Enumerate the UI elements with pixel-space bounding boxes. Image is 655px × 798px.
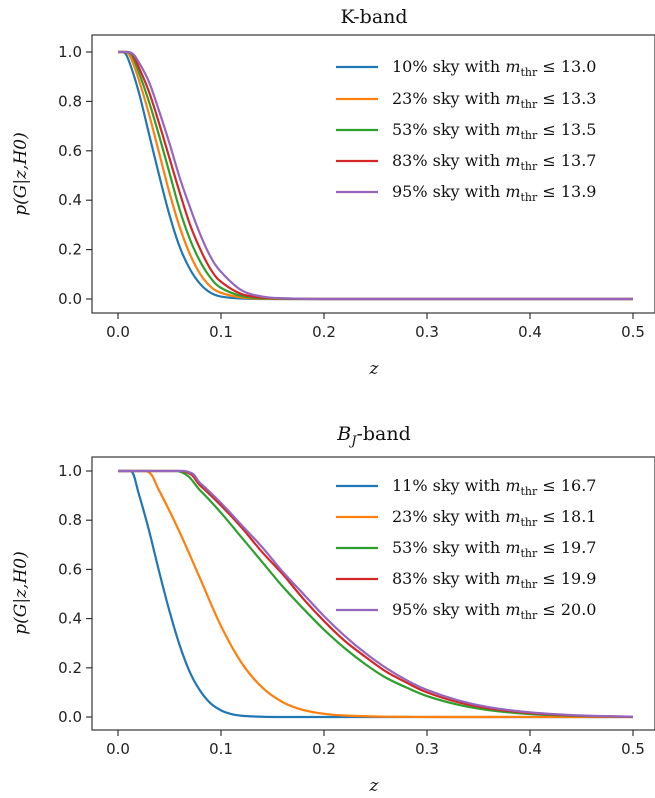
legend-label: 11% sky with mthr ≤ 16.7 (392, 476, 596, 498)
legend-entry: 83% sky with mthr ≤ 19.9 (336, 569, 596, 591)
series-line (118, 469, 633, 719)
legend: 10% sky with mthr ≤ 13.0 23% sky with mt… (336, 57, 596, 204)
series-lines (118, 469, 634, 719)
series-line (117, 50, 633, 301)
y-tick-label: 1.0 (58, 43, 82, 61)
x-tick-label: 0.5 (621, 323, 645, 341)
y-tick-label: 0.0 (58, 708, 82, 726)
x-tick-label: 0.2 (312, 323, 336, 341)
x-axis-label: z (369, 776, 380, 796)
x-axis-label: z (369, 359, 380, 379)
legend-entry: 83% sky with mthr ≤ 13.7 (336, 151, 596, 173)
x-tick-label: 0.3 (415, 323, 439, 341)
x-tick-label: 0.5 (621, 740, 645, 758)
y-tick-labels: 0.0 0.2 0.4 0.6 0.8 1.0 (58, 43, 82, 308)
x-tick-label: 0.2 (312, 740, 336, 758)
series-line (118, 469, 633, 719)
y-tick-label: 0.8 (58, 92, 82, 110)
y-tick-label: 0.2 (58, 241, 82, 259)
panel-title: BJ-band (336, 423, 411, 449)
tick-marks (86, 470, 634, 736)
series-line (118, 469, 634, 718)
series-lines (117, 50, 633, 301)
legend-label: 83% sky with mthr ≤ 19.9 (392, 569, 596, 591)
legend-label: 83% sky with mthr ≤ 13.7 (392, 151, 596, 173)
y-tick-labels: 0.0 0.2 0.4 0.6 0.8 1.0 (58, 462, 82, 726)
x-tick-label: 0.0 (106, 323, 130, 341)
y-tick-label: 0.6 (58, 560, 82, 578)
x-tick-labels: 0.0 0.1 0.2 0.3 0.4 0.5 (106, 740, 645, 758)
panel-title: K-band (340, 6, 407, 28)
legend-label: 10% sky with mthr ≤ 13.0 (392, 57, 596, 79)
y-tick-label: 0.2 (58, 659, 82, 677)
plot-frame (91, 34, 655, 314)
panel-bj-band: BJ-band 0.0 0.1 0.2 0.3 0.4 0.5 0.0 0.2 … (11, 423, 655, 796)
legend-label: 53% sky with mthr ≤ 13.5 (392, 120, 596, 142)
series-line (118, 469, 634, 718)
y-tick-label: 0.6 (58, 142, 82, 160)
x-tick-label: 0.1 (209, 323, 233, 341)
panel-k-band: K-band 0.0 0.1 0.2 0.3 0.4 0.5 0.0 0.2 0… (11, 6, 655, 379)
legend-entry: 95% sky with mthr ≤ 20.0 (336, 600, 596, 622)
legend-label: 23% sky with mthr ≤ 18.1 (392, 507, 596, 529)
legend-entry: 53% sky with mthr ≤ 19.7 (336, 538, 596, 560)
legend-entry: 23% sky with mthr ≤ 18.1 (336, 507, 596, 529)
y-tick-label: 1.0 (58, 462, 82, 480)
x-tick-label: 0.4 (518, 740, 542, 758)
tick-marks (86, 51, 634, 319)
legend-entry: 10% sky with mthr ≤ 13.0 (336, 57, 596, 79)
x-tick-label: 0.1 (209, 740, 233, 758)
x-tick-labels: 0.0 0.1 0.2 0.3 0.4 0.5 (106, 323, 645, 341)
legend-entry: 11% sky with mthr ≤ 16.7 (336, 476, 596, 498)
x-tick-label: 0.0 (106, 740, 130, 758)
legend-entry: 95% sky with mthr ≤ 13.9 (336, 182, 596, 204)
legend: 11% sky with mthr ≤ 16.7 23% sky with mt… (336, 476, 596, 622)
legend-label: 95% sky with mthr ≤ 20.0 (392, 600, 596, 622)
y-axis-label: p(G|z,H0) (11, 132, 31, 215)
y-tick-label: 0.4 (58, 610, 82, 628)
legend-label: 53% sky with mthr ≤ 19.7 (392, 538, 596, 560)
legend-entry: 53% sky with mthr ≤ 13.5 (336, 120, 596, 142)
y-tick-label: 0.4 (58, 191, 82, 209)
legend-entry: 23% sky with mthr ≤ 13.3 (336, 89, 596, 111)
y-tick-label: 0.0 (58, 290, 82, 308)
legend-label: 23% sky with mthr ≤ 13.3 (392, 89, 596, 111)
x-tick-label: 0.3 (415, 740, 439, 758)
y-axis-label: p(G|z,H0) (11, 551, 31, 634)
x-tick-label: 0.4 (518, 323, 542, 341)
legend-label: 95% sky with mthr ≤ 13.9 (392, 182, 596, 204)
series-line (118, 469, 634, 718)
plot-frame (91, 456, 655, 731)
y-tick-label: 0.8 (58, 511, 82, 529)
